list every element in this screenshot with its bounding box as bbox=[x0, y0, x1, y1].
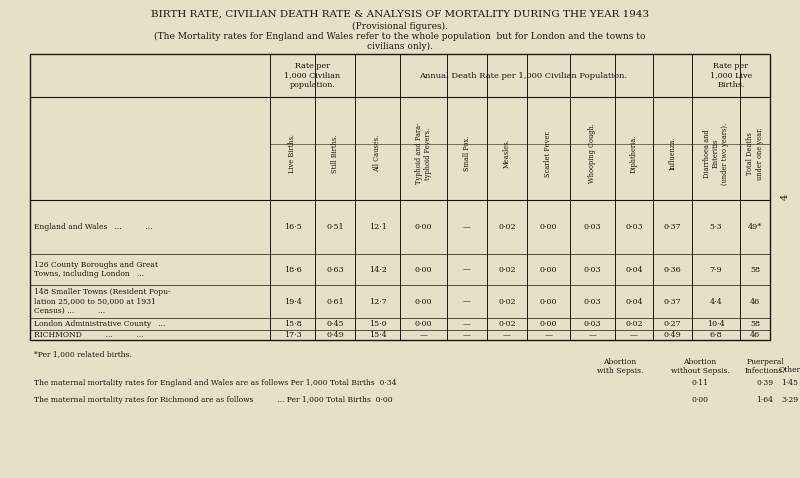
Text: —: — bbox=[503, 331, 511, 339]
Text: 16·5: 16·5 bbox=[284, 223, 302, 231]
Text: (Provisional figures).: (Provisional figures). bbox=[352, 22, 448, 31]
Text: 0·00: 0·00 bbox=[414, 297, 432, 305]
Text: 14·2: 14·2 bbox=[369, 265, 386, 273]
Text: —: — bbox=[630, 331, 638, 339]
Text: 49*: 49* bbox=[748, 223, 762, 231]
Text: 0·63: 0·63 bbox=[326, 265, 344, 273]
Text: civilians only).: civilians only). bbox=[367, 42, 433, 51]
Text: Diphtheria.: Diphtheria. bbox=[630, 134, 638, 173]
Text: 0·51: 0·51 bbox=[326, 223, 344, 231]
Text: *Per 1,000 related births.: *Per 1,000 related births. bbox=[34, 350, 132, 358]
Text: 0·00: 0·00 bbox=[540, 223, 558, 231]
Text: Abortion
with Sepsis.: Abortion with Sepsis. bbox=[597, 358, 643, 375]
Text: 17·3: 17·3 bbox=[284, 331, 302, 339]
Text: 58: 58 bbox=[750, 265, 760, 273]
Text: 12·7: 12·7 bbox=[369, 297, 386, 305]
Text: 0·37: 0·37 bbox=[664, 297, 682, 305]
Text: BIRTH RATE, CIVILIAN DEATH RATE & ANALYSIS OF MORTALITY DURING THE YEAR 1943: BIRTH RATE, CIVILIAN DEATH RATE & ANALYS… bbox=[151, 10, 649, 19]
Text: Still Births.: Still Births. bbox=[331, 134, 339, 173]
Text: 0·04: 0·04 bbox=[625, 265, 643, 273]
Text: 0·37: 0·37 bbox=[664, 223, 682, 231]
Text: —: — bbox=[463, 265, 471, 273]
Text: 0·49: 0·49 bbox=[664, 331, 682, 339]
Text: Puerperal
Infections.: Puerperal Infections. bbox=[745, 358, 786, 375]
Text: 0·00: 0·00 bbox=[540, 265, 558, 273]
Text: London Administrative County   ...: London Administrative County ... bbox=[34, 320, 166, 328]
Text: 126 County Boroughs and Great
Towns, including London   ...: 126 County Boroughs and Great Towns, inc… bbox=[34, 261, 158, 278]
Text: 18·6: 18·6 bbox=[284, 265, 302, 273]
Text: Small Pox.: Small Pox. bbox=[463, 136, 471, 171]
Text: 4·4: 4·4 bbox=[710, 297, 722, 305]
Text: 15·0: 15·0 bbox=[369, 320, 386, 328]
Text: 6·8: 6·8 bbox=[710, 331, 722, 339]
Text: Rate per
1,000 Civilian
population.: Rate per 1,000 Civilian population. bbox=[285, 62, 341, 89]
Text: 0·49: 0·49 bbox=[326, 331, 344, 339]
Bar bbox=[30, 54, 770, 340]
Text: —: — bbox=[463, 297, 471, 305]
Text: 5·3: 5·3 bbox=[710, 223, 722, 231]
Text: 0·03: 0·03 bbox=[584, 265, 602, 273]
Text: 1·64: 1·64 bbox=[757, 396, 774, 404]
Text: The maternal mortality rates for Richmond are as follows          ... Per 1,000 : The maternal mortality rates for Richmon… bbox=[34, 396, 393, 404]
Text: Diarrhoea and
Enteritis
(under two years).: Diarrhoea and Enteritis (under two years… bbox=[702, 122, 730, 185]
Text: 12·1: 12·1 bbox=[369, 223, 386, 231]
Text: 15·4: 15·4 bbox=[369, 331, 386, 339]
Text: 58: 58 bbox=[750, 320, 760, 328]
Text: 0·02: 0·02 bbox=[498, 265, 516, 273]
Text: 46: 46 bbox=[750, 297, 760, 305]
Text: 0·61: 0·61 bbox=[326, 297, 344, 305]
Text: England and Wales   ...          ...: England and Wales ... ... bbox=[34, 223, 153, 231]
Text: 0·02: 0·02 bbox=[498, 320, 516, 328]
Text: 0·02: 0·02 bbox=[498, 223, 516, 231]
Text: —: — bbox=[419, 331, 427, 339]
Text: 0·00: 0·00 bbox=[540, 297, 558, 305]
Text: 0·03: 0·03 bbox=[584, 223, 602, 231]
Text: —: — bbox=[463, 331, 471, 339]
Text: 7·9: 7·9 bbox=[710, 265, 722, 273]
Text: Rate per
1,000 Live
Births.: Rate per 1,000 Live Births. bbox=[710, 62, 752, 89]
Text: —: — bbox=[463, 223, 471, 231]
Text: Influenza.: Influenza. bbox=[669, 137, 677, 170]
Text: 4: 4 bbox=[781, 194, 790, 200]
Text: 19·4: 19·4 bbox=[283, 297, 302, 305]
Text: 1·45: 1·45 bbox=[782, 379, 798, 387]
Text: 46: 46 bbox=[750, 331, 760, 339]
Text: 148 Smaller Towns (Resident Popu-
lation 25,000 to 50,000 at 1931
Census) ...   : 148 Smaller Towns (Resident Popu- lation… bbox=[34, 288, 170, 315]
Text: (The Mortality rates for England and Wales refer to the whole population  but fo: (The Mortality rates for England and Wal… bbox=[154, 32, 646, 41]
Text: 0·36: 0·36 bbox=[664, 265, 682, 273]
Text: RICHMOND          ...          ...: RICHMOND ... ... bbox=[34, 331, 144, 339]
Text: Abortion
without Sepsis.: Abortion without Sepsis. bbox=[670, 358, 730, 375]
Text: All Causes.: All Causes. bbox=[374, 135, 382, 172]
Text: Annual Death Rate per 1,000 Civilian Population.: Annual Death Rate per 1,000 Civilian Pop… bbox=[419, 72, 627, 79]
Text: Whooping Cough.: Whooping Cough. bbox=[589, 123, 597, 184]
Text: 0·03: 0·03 bbox=[584, 320, 602, 328]
Text: —: — bbox=[545, 331, 553, 339]
Text: 10·4: 10·4 bbox=[707, 320, 725, 328]
Text: Other.: Other. bbox=[778, 366, 800, 374]
Text: 0·39: 0·39 bbox=[757, 379, 774, 387]
Text: 0·00: 0·00 bbox=[414, 223, 432, 231]
Text: Total Deaths
under one year.: Total Deaths under one year. bbox=[746, 127, 763, 180]
Text: Typhoid and Para-
typhoid Fevers.: Typhoid and Para- typhoid Fevers. bbox=[415, 123, 432, 184]
Text: 15·8: 15·8 bbox=[284, 320, 302, 328]
Text: 3·29: 3·29 bbox=[782, 396, 798, 404]
Text: 0·00: 0·00 bbox=[691, 396, 709, 404]
Text: 0·03: 0·03 bbox=[625, 223, 643, 231]
Text: 0·27: 0·27 bbox=[664, 320, 682, 328]
Text: 0·00: 0·00 bbox=[540, 320, 558, 328]
Text: —: — bbox=[463, 320, 471, 328]
Text: Scarlet Fever.: Scarlet Fever. bbox=[545, 130, 553, 177]
Text: 0·03: 0·03 bbox=[584, 297, 602, 305]
Text: 0·04: 0·04 bbox=[625, 297, 643, 305]
Text: 0·00: 0·00 bbox=[414, 265, 432, 273]
Text: The maternal mortality rates for England and Wales are as follows Per 1,000 Tota: The maternal mortality rates for England… bbox=[34, 379, 397, 387]
Text: 0·45: 0·45 bbox=[326, 320, 344, 328]
Text: 0·00: 0·00 bbox=[414, 320, 432, 328]
Text: 0·02: 0·02 bbox=[625, 320, 643, 328]
Text: 0·02: 0·02 bbox=[498, 297, 516, 305]
Text: 0·11: 0·11 bbox=[691, 379, 709, 387]
Text: —: — bbox=[589, 331, 597, 339]
Text: Live Births.: Live Births. bbox=[289, 134, 297, 173]
Text: Measles.: Measles. bbox=[503, 139, 511, 168]
